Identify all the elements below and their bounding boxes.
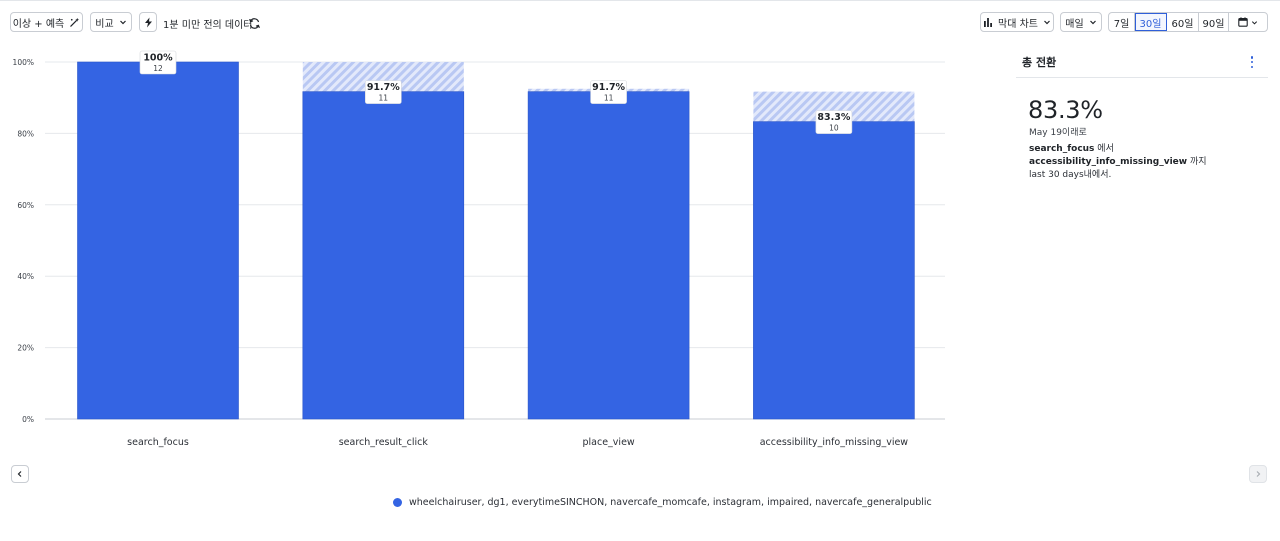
bar-chart-icon [984,18,992,27]
chart-type-dropdown[interactable]: 막대 차트 [980,12,1054,32]
to-suffix: 까지 [1187,157,1207,167]
chevron-down-icon [1044,20,1050,25]
calendar-picker-button[interactable] [1229,13,1267,31]
range-30d[interactable]: 30일 [1135,13,1167,31]
bar-data-label-box [139,50,177,75]
interval-dropdown[interactable]: 매일 [1060,12,1102,32]
period-text: last 30 days내에서. [1029,170,1112,180]
conversion-bar[interactable] [302,91,465,420]
range-7d[interactable]: 7일 [1109,13,1135,31]
calendar-icon [1238,17,1248,27]
y-tick-label: 40% [17,272,34,281]
chevron-down-icon [119,20,126,25]
bar-data-label-box [364,80,402,104]
chart-next-button[interactable] [1249,465,1267,483]
anomaly-forecast-label: 이상 + 예측 [12,18,65,30]
x-tick-label: search_focus [127,437,189,448]
bar-data-label-box [815,110,853,134]
bar-percent-label: 100% [143,53,173,64]
since-date: May 19이래로 [1029,128,1087,138]
conversion-description: search_focus 에서 accessibility_info_missi… [1029,143,1269,182]
legend-label: wheelchairuser, dg1, everytimeSINCHON, n… [409,497,932,508]
bar-data-label-box [590,80,627,104]
range-90d[interactable]: 90일 [1199,13,1229,31]
x-tick-label: place_view [583,437,635,448]
chevron-left-icon [17,471,22,477]
y-tick-label: 20% [17,344,34,353]
bar-count-label: 11 [379,94,389,103]
y-tick-label: 80% [17,129,34,138]
data-freshness-text: 1분 미만 전의 데이터 [163,20,253,31]
from-suffix: 에서 [1094,144,1114,154]
funnel-bar-chart: 0%20%40%60%80%100% 100%1291.7%1191.7%118… [13,50,945,448]
chart-prev-button[interactable] [11,465,29,483]
to-event: accessibility_info_missing_view [1029,157,1188,167]
bar-percent-label: 91.7% [592,82,625,93]
total-conversion-value: 83.3% [1028,96,1103,124]
bar-count-label: 10 [829,124,839,133]
bar-count-label: 12 [153,64,163,73]
y-tick-label: 0% [22,415,34,424]
y-tick-label: 60% [17,201,34,210]
range-60d[interactable]: 60일 [1167,13,1199,31]
bar-percent-label: 91.7% [367,82,400,93]
interval-label: 매일 [1065,18,1084,30]
x-tick-label: search_result_click [339,437,429,448]
conversion-bar[interactable] [527,91,690,420]
conversion-bar[interactable] [753,121,915,420]
panel-divider [1016,77,1268,78]
bar-percent-label: 83.3% [817,112,850,123]
refresh-icon [249,18,260,29]
conversion-bar[interactable] [77,61,239,420]
compare-label: 비교 [95,18,114,30]
kebab-menu-icon[interactable] [1249,56,1255,68]
lightning-icon [144,17,152,27]
lightning-button[interactable] [139,12,157,32]
chevron-down-icon [1251,20,1258,25]
top-divider [0,0,1280,1]
chart-legend[interactable]: wheelchairuser, dg1, everytimeSINCHON, n… [393,497,932,508]
sparkle-wand-icon [70,17,80,27]
y-tick-label: 100% [13,58,34,67]
from-event: search_focus [1029,144,1095,154]
chart-type-label: 막대 차트 [998,18,1038,30]
bar-count-label: 11 [604,94,614,103]
anomaly-forecast-button[interactable]: 이상 + 예측 [10,12,83,32]
legend-swatch [393,498,402,507]
panel-title: 총 전환 [1022,56,1057,69]
chevron-down-icon [1089,20,1096,25]
x-axis: search_focus search_result_click place_vie… [127,437,908,448]
date-range-selector: 7일 30일 60일 90일 [1108,12,1268,32]
compare-dropdown[interactable]: 비교 [90,12,132,32]
x-tick-label: accessibility_info_missing_view [760,437,909,448]
refresh-button[interactable] [248,15,261,29]
chevron-right-icon [1256,471,1261,477]
y-axis: 0% 20% 40% 60% 80% 100% [13,58,34,424]
